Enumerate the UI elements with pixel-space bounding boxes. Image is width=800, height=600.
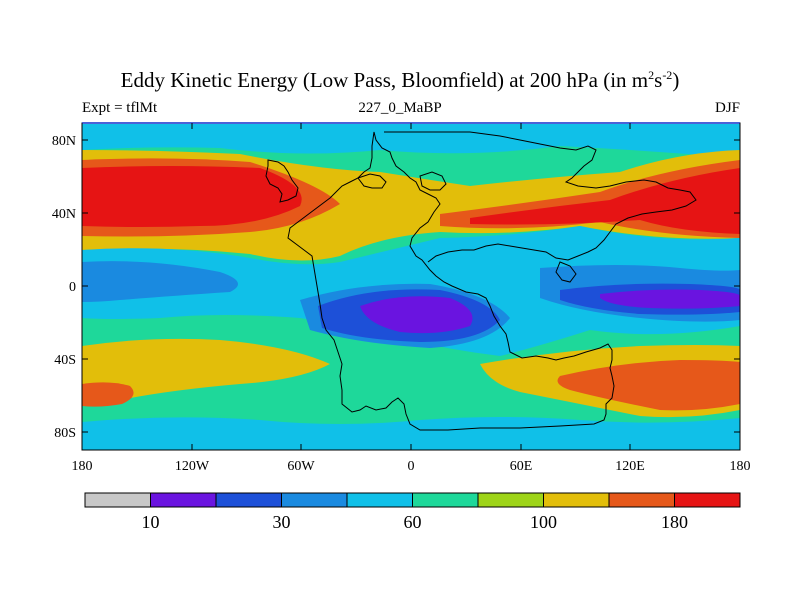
y-tick-label: 80N — [52, 134, 76, 149]
y-tick-labels: 80N 40N 0 40S 80S — [52, 134, 76, 441]
continent-outline-path — [357, 173, 387, 189]
colorbar-labels: 10 30 60 100 180 — [142, 512, 689, 532]
colorbar-swatch — [215, 492, 282, 508]
colorbar-label: 10 — [142, 512, 160, 532]
colorbar-label: 180 — [661, 512, 688, 532]
y-axis — [82, 139, 740, 433]
colorbar-swatch — [346, 492, 413, 508]
colorbar-label: 60 — [404, 512, 422, 532]
field-sh-yellow-west — [82, 338, 330, 404]
continent-outline-path — [384, 131, 697, 263]
field-sh-orange-west — [82, 382, 134, 407]
x-tick-label: 60W — [287, 459, 315, 474]
y-tick-label: 0 — [69, 280, 76, 295]
x-axis — [81, 123, 741, 450]
x-tick-label: 180 — [72, 459, 93, 474]
y-tick-label: 80S — [54, 426, 76, 441]
colorbar-swatch — [84, 492, 151, 508]
field-tropics-blue-west — [82, 261, 238, 302]
season-label: DJF — [714, 100, 740, 116]
colorbar-swatch — [674, 492, 741, 508]
field-tropics-min — [360, 296, 473, 334]
field-arctic-band — [82, 123, 740, 158]
y-tick-label: 40N — [52, 207, 76, 222]
contour-field — [82, 123, 740, 450]
x-tick-label: 60E — [510, 459, 533, 474]
field-nh-jet-red-east — [470, 168, 740, 234]
continent-outline — [265, 131, 697, 431]
field-east-min — [600, 289, 740, 309]
field-sh-orange-east — [557, 360, 740, 411]
continent-outline-path — [265, 159, 299, 203]
colorbar-label: 30 — [273, 512, 291, 532]
case-label: 227_0_MaBP — [358, 100, 442, 116]
colorbar-swatch — [412, 492, 479, 508]
colorbar-swatch — [281, 492, 348, 508]
continent-outline-path — [419, 171, 447, 191]
plot-title: Eddy Kinetic Energy (Low Pass, Bloomfiel… — [120, 68, 680, 92]
x-tick-label: 120W — [175, 459, 210, 474]
x-tick-labels: 180 120W 60W 0 60E 120E 180 — [72, 459, 751, 474]
colorbar-swatch — [543, 492, 610, 508]
experiment-label: Expt = tflMt — [82, 100, 158, 116]
colorbar — [84, 492, 741, 508]
colorbar-swatch — [477, 492, 544, 508]
continent-outline-path — [555, 261, 577, 283]
y-tick-label: 40S — [54, 353, 76, 368]
colorbar-swatch — [150, 492, 217, 508]
x-tick-label: 0 — [408, 459, 415, 474]
x-tick-label: 180 — [730, 459, 751, 474]
colorbar-swatch — [608, 492, 675, 508]
continent-outline-path — [287, 131, 615, 431]
field-nh-jet-red-west — [82, 166, 302, 227]
colorbar-label: 100 — [530, 512, 557, 532]
x-tick-label: 120E — [615, 459, 645, 474]
